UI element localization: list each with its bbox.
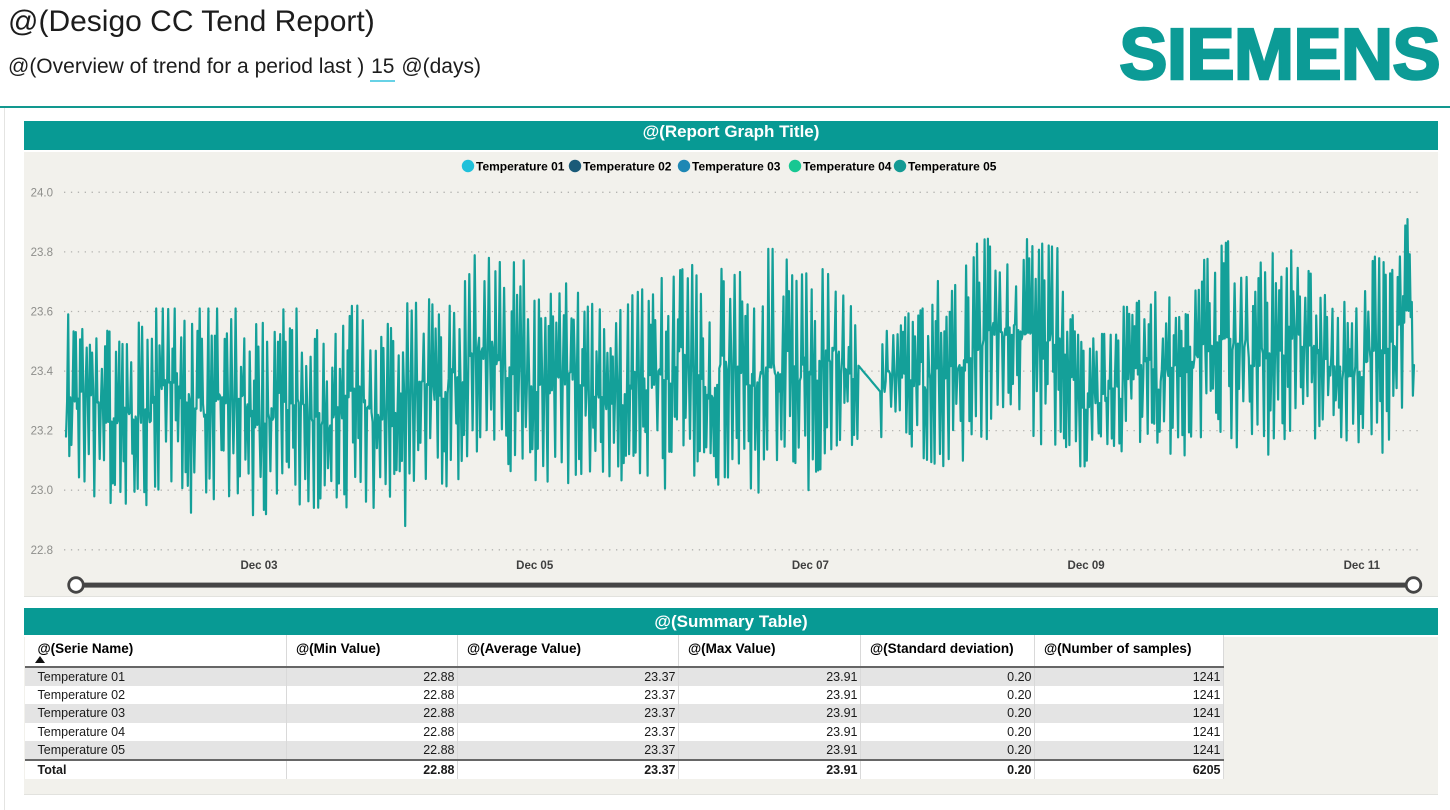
svg-text:Dec 07: Dec 07 bbox=[792, 560, 829, 572]
svg-text:23.0: 23.0 bbox=[31, 485, 53, 497]
svg-text:Dec 05: Dec 05 bbox=[516, 560, 554, 572]
svg-text:Temperature 02: Temperature 02 bbox=[583, 160, 672, 174]
svg-text:Temperature 01: Temperature 01 bbox=[476, 160, 565, 174]
svg-text:23.2: 23.2 bbox=[31, 426, 53, 438]
svg-text:Dec 09: Dec 09 bbox=[1068, 560, 1105, 572]
svg-text:23.6: 23.6 bbox=[31, 307, 53, 319]
svg-text:23.4: 23.4 bbox=[31, 366, 54, 378]
svg-text:Dec 03: Dec 03 bbox=[240, 560, 277, 572]
svg-text:22.8: 22.8 bbox=[31, 545, 53, 557]
svg-text:Temperature 04: Temperature 04 bbox=[803, 160, 892, 174]
svg-text:Temperature 05: Temperature 05 bbox=[908, 160, 997, 174]
svg-text:Dec 11: Dec 11 bbox=[1344, 560, 1381, 572]
svg-text:23.8: 23.8 bbox=[31, 247, 53, 259]
svg-text:Temperature 03: Temperature 03 bbox=[692, 160, 781, 174]
svg-text:24.0: 24.0 bbox=[31, 187, 53, 199]
